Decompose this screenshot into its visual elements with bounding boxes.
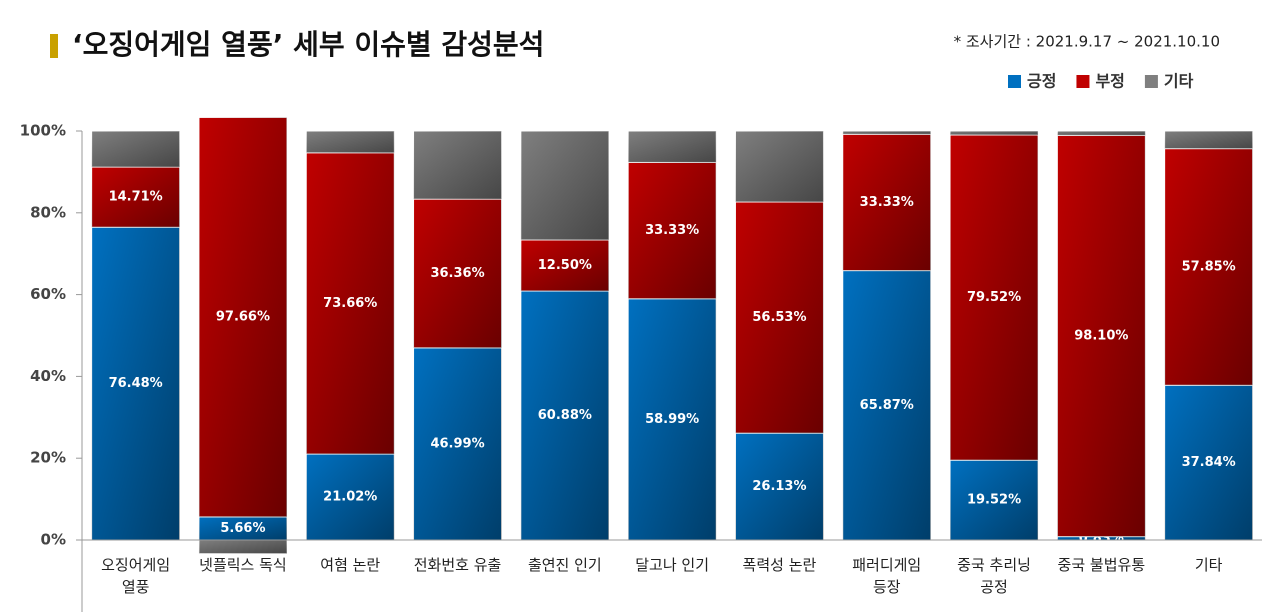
x-tick-label: 중국 불법유통 [1057, 556, 1146, 574]
y-tick-label: 0% [41, 531, 66, 549]
value-label: 97.66% [216, 310, 270, 325]
value-label: 58.99% [645, 412, 699, 427]
bar-segment [91, 130, 181, 168]
value-label: 26.13% [752, 479, 806, 494]
legend-swatch [1008, 75, 1021, 88]
value-label: 56.53% [752, 310, 806, 325]
value-label: 14.71% [109, 190, 163, 205]
legend-label: 긍정 [1027, 72, 1056, 91]
value-label: 65.87% [860, 398, 914, 413]
x-tick-label: 패러디게임 등장 [852, 556, 922, 596]
y-tick-label: 20% [30, 449, 66, 467]
value-label: 37.84% [1182, 455, 1236, 470]
bar-segment [1164, 130, 1254, 150]
legend-label: 기타 [1164, 72, 1194, 91]
bar-segment [413, 130, 503, 200]
subtitle: * 조사기간 : 2021.9.17 ~ 2021.10.10 [954, 33, 1220, 51]
legend-swatch [1144, 75, 1158, 88]
value-label: 19.52% [967, 493, 1021, 508]
y-tick-label: 100% [20, 122, 66, 140]
title-marker [50, 34, 58, 58]
x-tick-label: 출연진 인기 [527, 556, 602, 574]
bar-segment [842, 130, 932, 135]
bar-segment [734, 130, 824, 203]
x-tick-label: 달고나 인기 [635, 556, 710, 574]
y-tick-label: 80% [30, 203, 66, 221]
value-label: 5.66% [220, 521, 265, 536]
x-tick-label: 오징어게임 열풍 [101, 556, 171, 596]
value-label: 12.50% [538, 258, 592, 273]
value-label: 60.88% [538, 408, 592, 423]
y-tick-label: 40% [30, 367, 66, 385]
bar-segment [198, 539, 288, 555]
bar-segment [627, 130, 717, 163]
bar-segment [305, 130, 395, 154]
value-label: 98.10% [1074, 328, 1128, 343]
y-tick-label: 60% [30, 285, 66, 303]
value-label: 57.85% [1182, 259, 1236, 274]
value-label: 21.02% [323, 490, 377, 505]
value-label: 36.36% [430, 266, 484, 281]
value-label: 79.52% [967, 290, 1021, 305]
bar-segment [949, 130, 1039, 136]
chart-title: ‘오징어게임 열풍’ 세부 이슈별 감성분석 [72, 28, 544, 61]
value-label: 33.33% [645, 223, 699, 238]
bar-segment [1056, 130, 1146, 136]
value-label: 73.66% [323, 296, 377, 311]
x-tick-label: 전화번호 유출 [413, 556, 502, 574]
x-tick-label: 폭력성 논란 [742, 556, 817, 574]
x-tick-label: 기타 [1194, 556, 1223, 574]
value-label: 33.33% [860, 195, 914, 210]
value-label: 76.48% [109, 376, 163, 391]
bar-segment [520, 130, 610, 241]
value-label: 46.99% [430, 436, 484, 451]
x-tick-label: 중국 추리닝 공정 [957, 556, 1031, 596]
legend-swatch [1076, 75, 1090, 88]
x-tick-label: 넷플릭스 독식 [199, 556, 287, 574]
x-tick-label: 여혐 논란 [320, 556, 381, 574]
legend-label: 부정 [1095, 72, 1124, 91]
